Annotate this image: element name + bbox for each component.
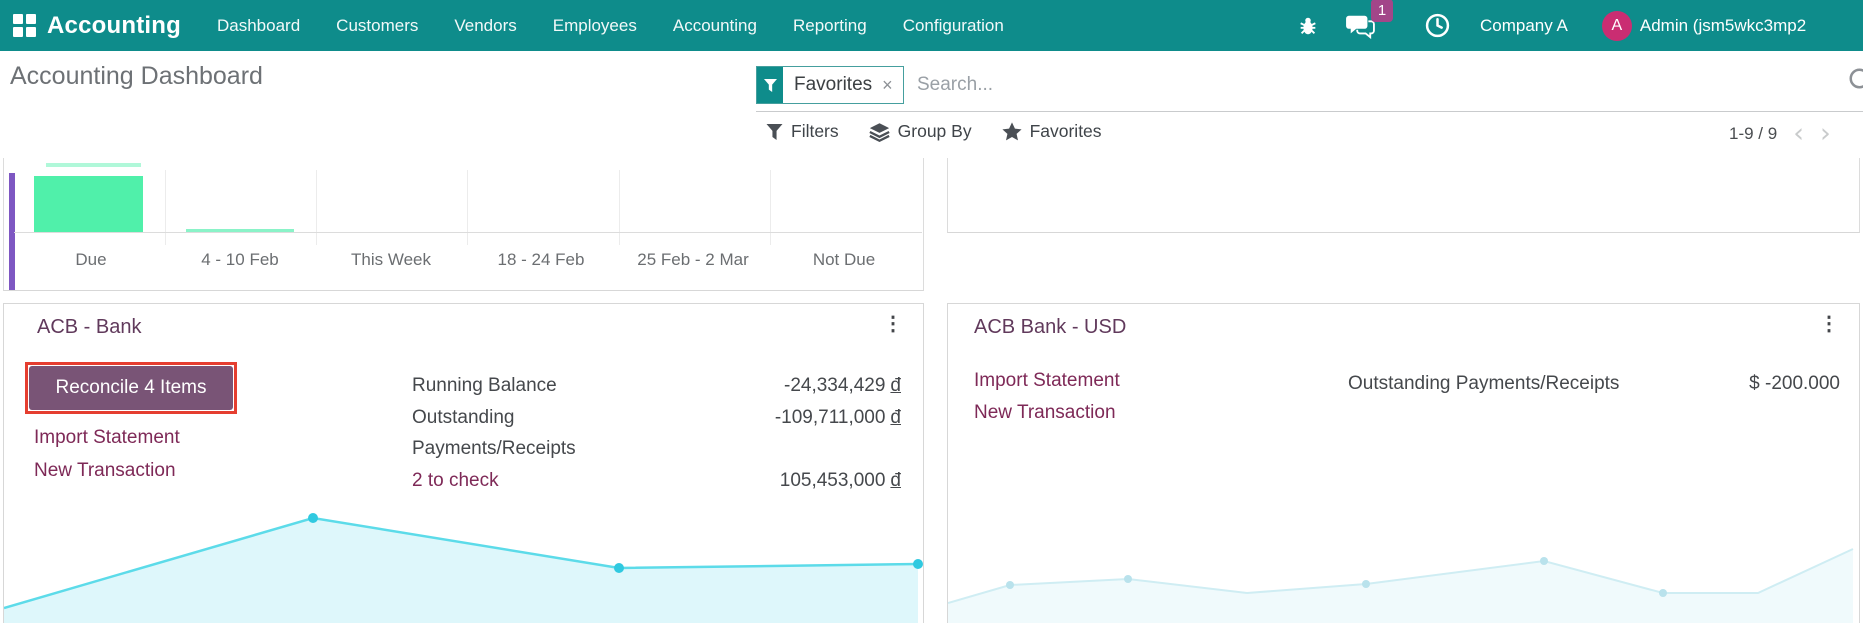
stat-value: 105,453,000 đ [779, 470, 901, 491]
nav-left-cluster: Accounting Dashboard Customers Vendors E… [13, 0, 1040, 51]
favorites-star-icon [1001, 122, 1022, 141]
card-accent-strip [9, 173, 15, 290]
axis-label-25-feb-2-mar: 25 Feb - 2 Mar [637, 250, 749, 269]
nav-item-vendors[interactable]: Vendors [454, 15, 517, 35]
chart-gridline [619, 170, 620, 245]
journal-card-acb-bank-usd: ACB Bank - USD ⋮ Import Statement New Tr… [947, 303, 1860, 623]
import-statement-link[interactable]: Import Statement [34, 427, 180, 448]
user-avatar[interactable]: A [1601, 10, 1632, 41]
card-title[interactable]: ACB Bank - USD [974, 316, 1127, 338]
currency-dong: đ [890, 407, 901, 428]
axis-label-4-10-feb: 4 - 10 Feb [201, 250, 279, 269]
search-placeholder: Search... [917, 74, 994, 95]
chart-gridline [770, 170, 771, 245]
search-underline [756, 111, 1863, 112]
balance-sparkline-chart [4, 513, 923, 623]
to-check-link[interactable]: 2 to check [412, 470, 499, 491]
card-menu-kebab-icon[interactable]: ⋮ [1819, 313, 1839, 335]
card-title[interactable]: ACB - Bank [37, 316, 142, 338]
card-stats: Outstanding Payments/Receipts $ -200.000 [1348, 368, 1840, 399]
page-title: Accounting Dashboard [10, 62, 263, 90]
facet-remove-icon[interactable]: × [882, 74, 893, 95]
filters-icon [766, 123, 783, 140]
stat-value: -24,334,429 đ [784, 375, 901, 396]
bar-4-10-feb[interactable] [186, 229, 294, 232]
bug-icon[interactable] [1297, 15, 1319, 37]
stat-value: $ -200.000 [1749, 373, 1840, 394]
facet-label: Favorites [794, 74, 873, 95]
group-by-icon [869, 122, 890, 142]
stat-row-outstanding: Outstanding Payments/Receipts -109,711,0… [412, 402, 901, 464]
due-date-chart-card: Due 4 - 10 Feb This Week 18 - 24 Feb 25 … [3, 158, 924, 291]
nav-item-accounting[interactable]: Accounting [672, 15, 757, 35]
highlight-annotation-box [25, 362, 237, 414]
search-facet-favorites: Favorites × [756, 66, 904, 104]
pager-range: 1-9 / 9 [1729, 124, 1778, 143]
import-statement-link[interactable]: Import Statement [974, 370, 1120, 391]
chart-baseline [14, 232, 922, 233]
stat-label: Outstanding Payments/Receipts [1348, 373, 1620, 394]
card-menu-kebab-icon[interactable]: ⋮ [883, 313, 903, 335]
reconcile-button[interactable]: Reconcile 4 Items [29, 366, 233, 410]
currency-dong: đ [890, 470, 901, 491]
card-stats: Running Balance -24,334,429 đ Outstanding… [412, 370, 901, 496]
nav-item-configuration[interactable]: Configuration [902, 15, 1004, 35]
axis-label-due: Due [75, 250, 107, 269]
nav-item-employees[interactable]: Employees [552, 15, 637, 35]
balance-sparkline-chart [948, 548, 1854, 623]
currency-dong: đ [890, 375, 901, 396]
stat-label: Outstanding Payments/Receipts [412, 407, 576, 459]
stat-row-to-check: 2 to check 105,453,000 đ [412, 465, 901, 496]
facet-filter-icon [757, 67, 783, 103]
journal-card-acb-bank: ACB - Bank ⋮ Reconcile 4 Items Import St… [3, 303, 924, 623]
empty-chart-card [947, 158, 1860, 233]
control-panel-buttons: Filters Group By Favorites [766, 121, 1102, 142]
nav-item-dashboard[interactable]: Dashboard [217, 15, 301, 35]
user-menu[interactable]: Admin (jsm5wkc3mp2 [1639, 15, 1807, 35]
axis-label-this-week: This Week [351, 250, 431, 269]
nav-item-customers[interactable]: Customers [336, 15, 419, 35]
filters-button[interactable]: Filters [766, 121, 839, 142]
activities-clock-icon[interactable] [1425, 13, 1450, 38]
apps-grid-icon[interactable] [13, 14, 36, 37]
favorites-label: Favorites [1029, 121, 1102, 141]
top-navbar: Accounting Dashboard Customers Vendors E… [0, 0, 1863, 51]
group-by-label: Group By [897, 121, 972, 141]
search-input[interactable] [905, 66, 1835, 106]
messages-icon[interactable]: 1 [1345, 0, 1393, 39]
new-transaction-link[interactable]: New Transaction [34, 460, 176, 481]
message-count-badge: 1 [1371, 0, 1393, 22]
app-name[interactable]: Accounting [47, 11, 181, 39]
stat-row-outstanding: Outstanding Payments/Receipts $ -200.000 [1348, 368, 1840, 399]
new-transaction-link[interactable]: New Transaction [974, 402, 1116, 423]
axis-label-18-24-feb: 18 - 24 Feb [497, 250, 585, 269]
stat-label: Running Balance [412, 375, 557, 396]
company-switcher[interactable]: Company A [1480, 15, 1568, 35]
nav-item-reporting[interactable]: Reporting [792, 15, 867, 35]
favorites-button[interactable]: Favorites [1001, 121, 1102, 142]
chart-gridline [165, 170, 166, 245]
pager: 1-9 / 9 ‹ › [1729, 118, 1831, 149]
pager-prev-icon[interactable]: ‹ [1793, 118, 1805, 149]
search-icon[interactable] [1847, 66, 1863, 101]
pager-next-icon[interactable]: › [1820, 118, 1831, 149]
nav-right-cluster: 1 Company A A Admin (jsm5wkc3mp2 [1297, 0, 1806, 51]
bar-due-top-sliver [46, 163, 141, 167]
group-by-button[interactable]: Group By [869, 121, 972, 142]
stat-value: -109,711,000 đ [774, 407, 901, 428]
chart-gridline [316, 170, 317, 245]
filters-label: Filters [791, 121, 839, 141]
bar-due[interactable] [34, 176, 143, 232]
stat-row-running-balance: Running Balance -24,334,429 đ [412, 370, 901, 401]
axis-label-not-due: Not Due [812, 250, 876, 269]
chart-gridline [467, 170, 468, 245]
